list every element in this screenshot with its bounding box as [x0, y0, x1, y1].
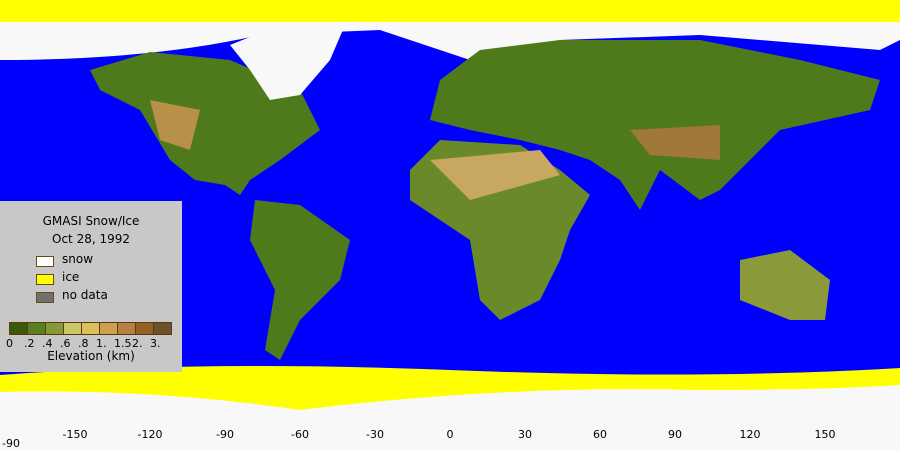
elevation-swatch: [118, 323, 136, 334]
lon-tick-label: 150: [814, 428, 836, 441]
lon-tick-label: 0: [446, 428, 454, 441]
elevation-swatch: [64, 323, 82, 334]
arctic-snow: [0, 22, 900, 60]
greenland: [230, 25, 345, 100]
no-data-label: no data: [62, 288, 108, 302]
legend-date: Oct 28, 1992: [52, 232, 130, 246]
snow-label: snow: [62, 252, 94, 266]
elevation-tick: .6: [60, 337, 71, 350]
elevation-tick: 3.: [150, 337, 161, 350]
tibet: [630, 125, 720, 160]
legend: GMASI Snow/Ice Oct 28, 1992 snow ice no …: [0, 201, 182, 372]
sahara: [430, 150, 560, 200]
lon-tick-label: -90: [216, 428, 234, 441]
elevation-swatch: [10, 323, 28, 334]
elevation-swatch: [154, 323, 171, 334]
elevation-tick: .8: [78, 337, 89, 350]
lon-tick-label: 90: [668, 428, 682, 441]
lon-tick-label: -60: [291, 428, 309, 441]
elevation-swatch: [136, 323, 154, 334]
elevation-swatch: [46, 323, 64, 334]
elevation-label: Elevation (km): [47, 349, 135, 363]
legend-title: GMASI Snow/Ice: [42, 214, 140, 228]
elevation-swatch: [100, 323, 118, 334]
ice-swatch: [36, 274, 54, 285]
no-data-swatch: [36, 292, 54, 303]
elevation-tick: 1.5: [114, 337, 132, 350]
australia: [740, 250, 830, 320]
snow-swatch: [36, 256, 54, 267]
lon-tick-label: 30: [518, 428, 532, 441]
lon-tick-label: 120: [739, 428, 761, 441]
lon-tick-label: -120: [137, 428, 163, 441]
south-america: [250, 200, 350, 360]
elevation-tick: 1.: [96, 337, 107, 350]
eurasia: [430, 40, 880, 210]
elevation-swatch: [82, 323, 100, 334]
lon-tick-label: -150: [62, 428, 88, 441]
rockies: [150, 100, 200, 150]
ice-label: ice: [62, 270, 80, 284]
antarctica-snow: [0, 385, 900, 450]
elevation-tick: .2: [24, 337, 35, 350]
lon-tick-label: 60: [593, 428, 607, 441]
elevation-tick: 2.: [132, 337, 143, 350]
elevation-tick: .4: [42, 337, 53, 350]
elevation-colorbar: [9, 322, 172, 335]
lon-tick-label: -30: [366, 428, 384, 441]
elevation-tick: 0: [6, 337, 13, 350]
elevation-swatch: [28, 323, 46, 334]
lat-label: -90: [2, 437, 20, 450]
